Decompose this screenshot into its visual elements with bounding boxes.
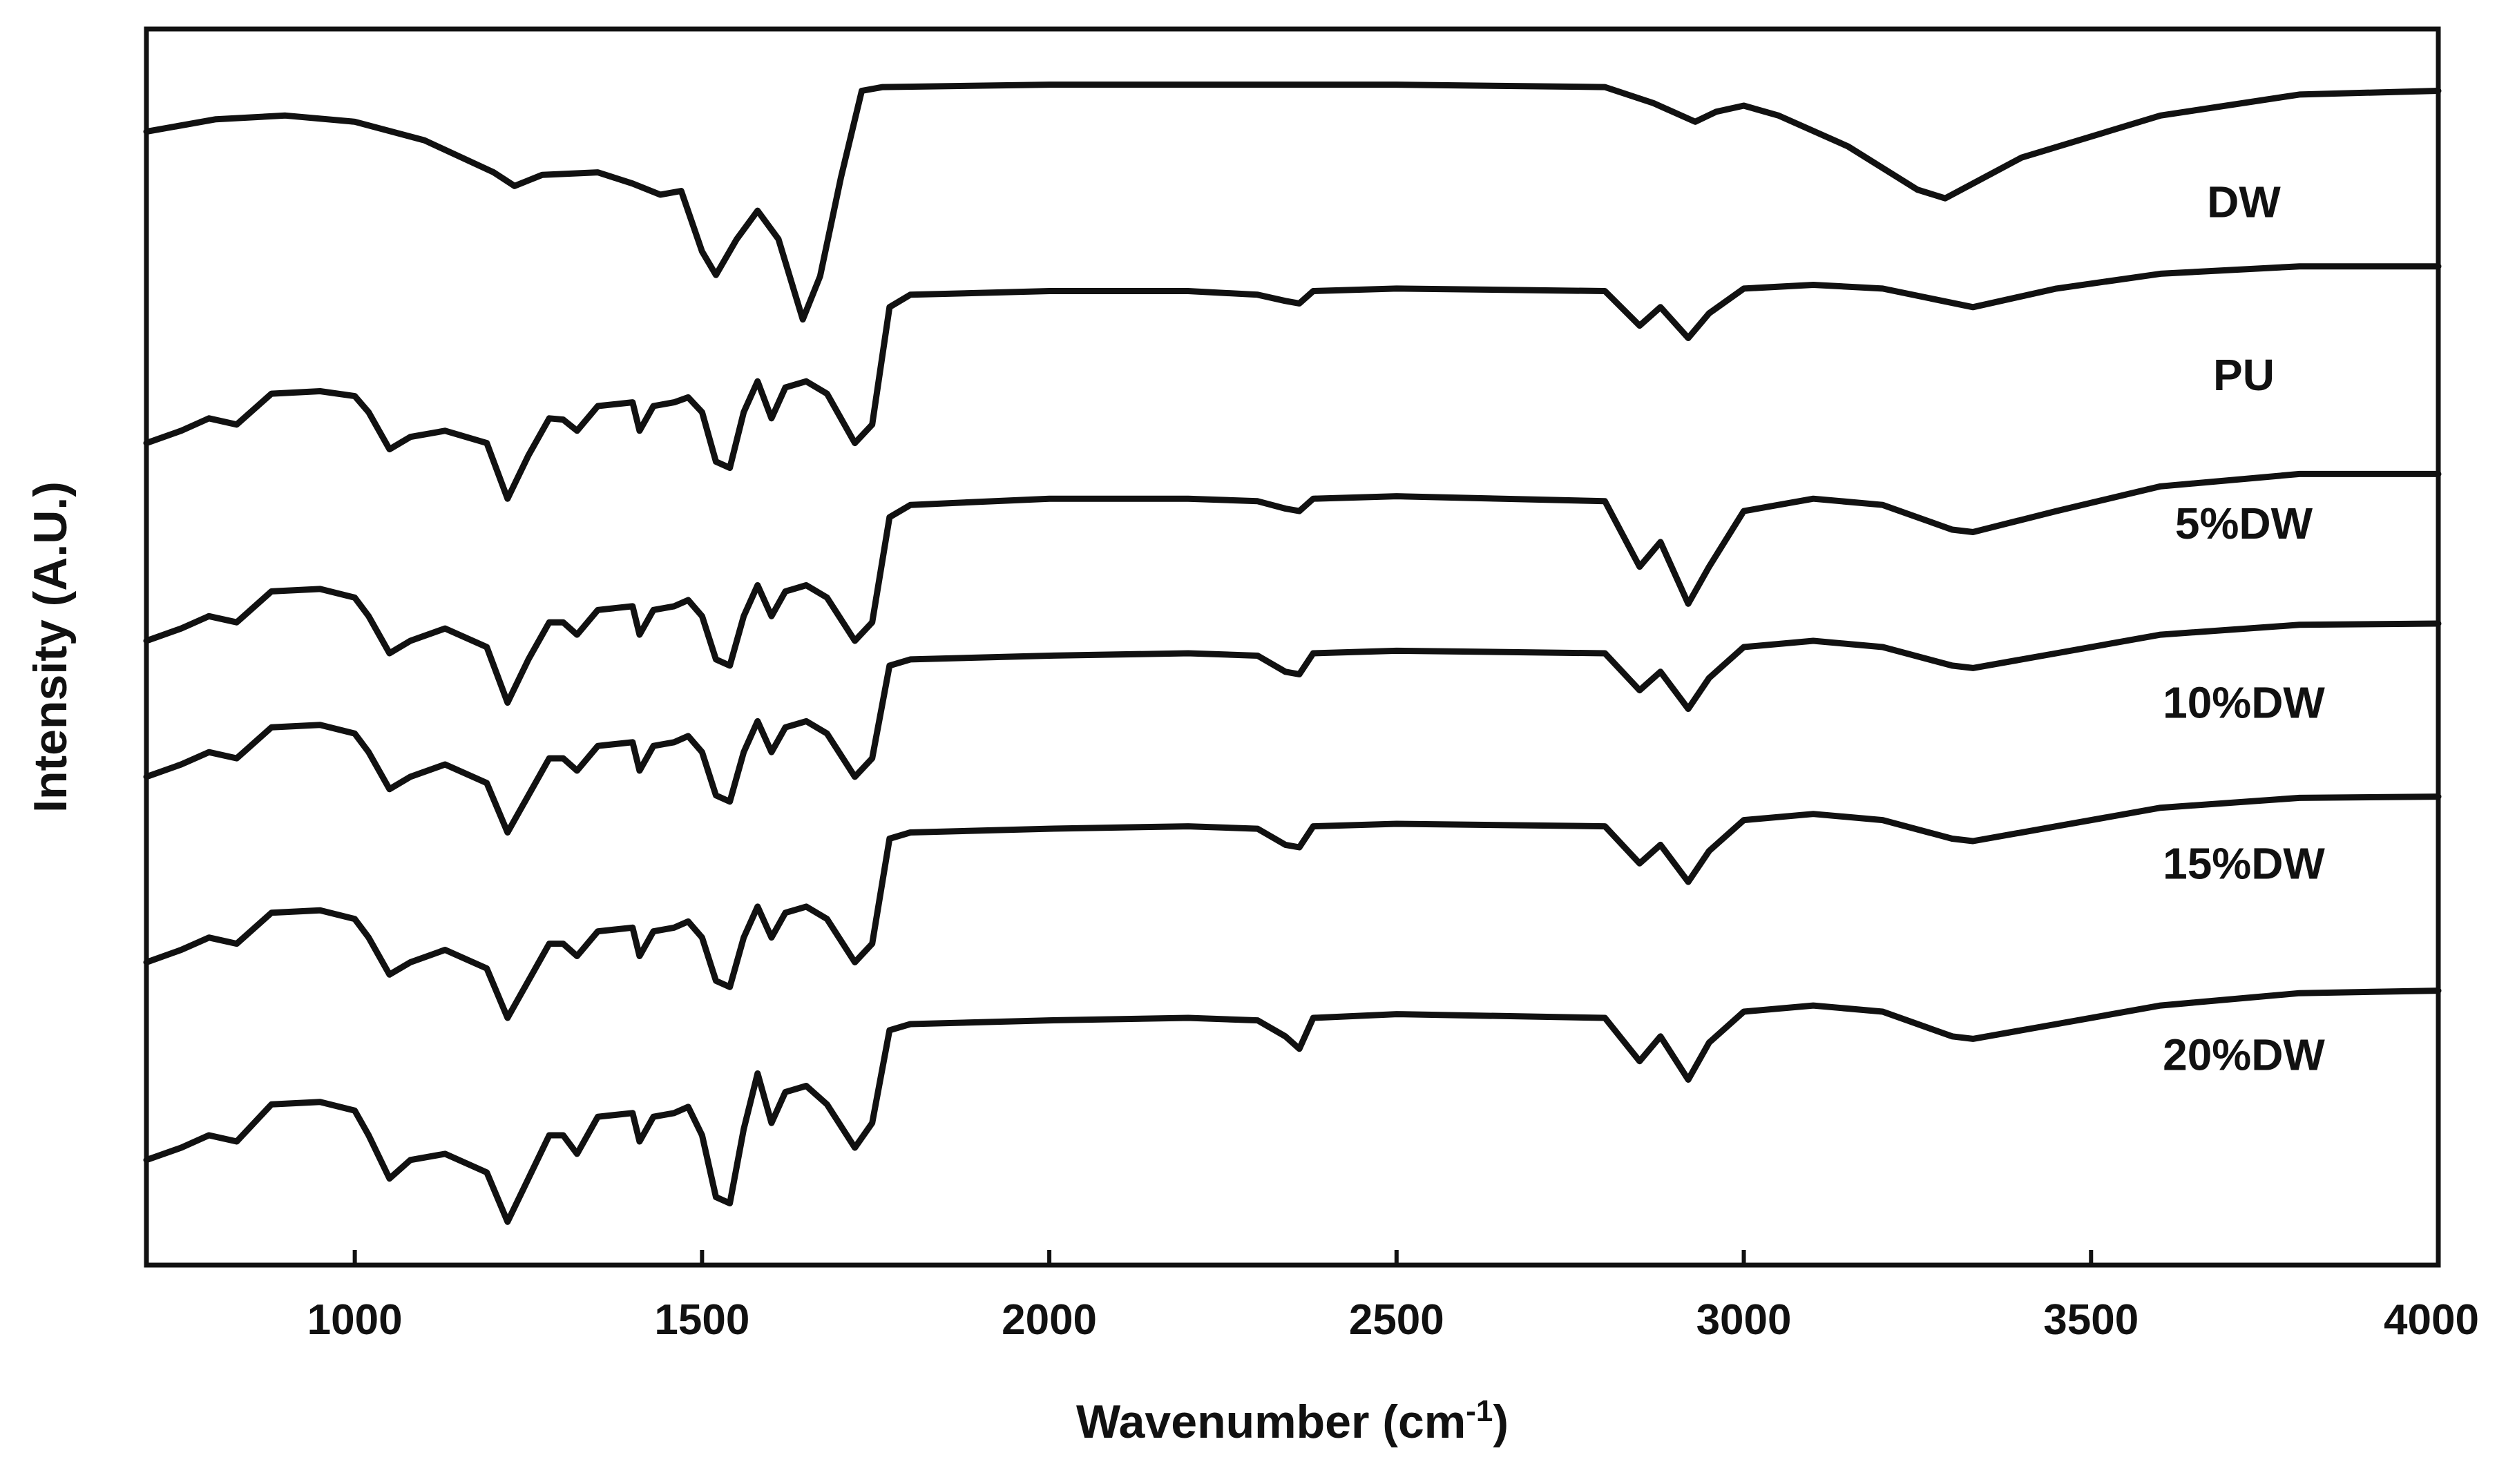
- series-line-20pctdw: [143, 987, 2442, 1225]
- series-label-layer: DW PU 5%DW 10%DW 15%DW 20%DW: [2163, 177, 2325, 1080]
- x-tick-label: 1500: [654, 1296, 749, 1344]
- x-axis-title: Wavenumber (cm-1): [1076, 1394, 1509, 1449]
- series-layer: [143, 81, 2442, 1225]
- x-tick-layer: 1000 1500 2000 2500 3000 3500 4000: [307, 1250, 2479, 1344]
- x-tick-label: 1000: [307, 1296, 403, 1344]
- series-label-20pctdw: 20%DW: [2163, 1030, 2325, 1080]
- x-tick-label: 3000: [1696, 1296, 1792, 1344]
- series-label-5pctdw: 5%DW: [2175, 499, 2313, 548]
- series-label-15pctdw: 15%DW: [2163, 838, 2325, 888]
- series-line-10pctdw: [143, 620, 2442, 836]
- series-line-15pctdw: [143, 793, 2442, 1021]
- x-tick-label: 4000: [2384, 1296, 2479, 1344]
- series-line-pu: [143, 263, 2442, 502]
- series-label-dw: DW: [2207, 177, 2281, 227]
- series-label-10pctdw: 10%DW: [2163, 678, 2325, 728]
- series-label-pu: PU: [2213, 350, 2275, 400]
- x-tick-label: 3500: [2043, 1296, 2139, 1344]
- x-tick-label: 2500: [1349, 1296, 1444, 1344]
- y-axis-title: Intensity (A.U.): [24, 481, 77, 813]
- x-tick-label: 2000: [1002, 1296, 1097, 1344]
- series-line-5pctdw: [143, 470, 2442, 706]
- plot-frame: [144, 26, 2441, 1268]
- series-line-dw: [143, 81, 2442, 323]
- x-axis-title-superscript: -1: [1466, 1394, 1493, 1428]
